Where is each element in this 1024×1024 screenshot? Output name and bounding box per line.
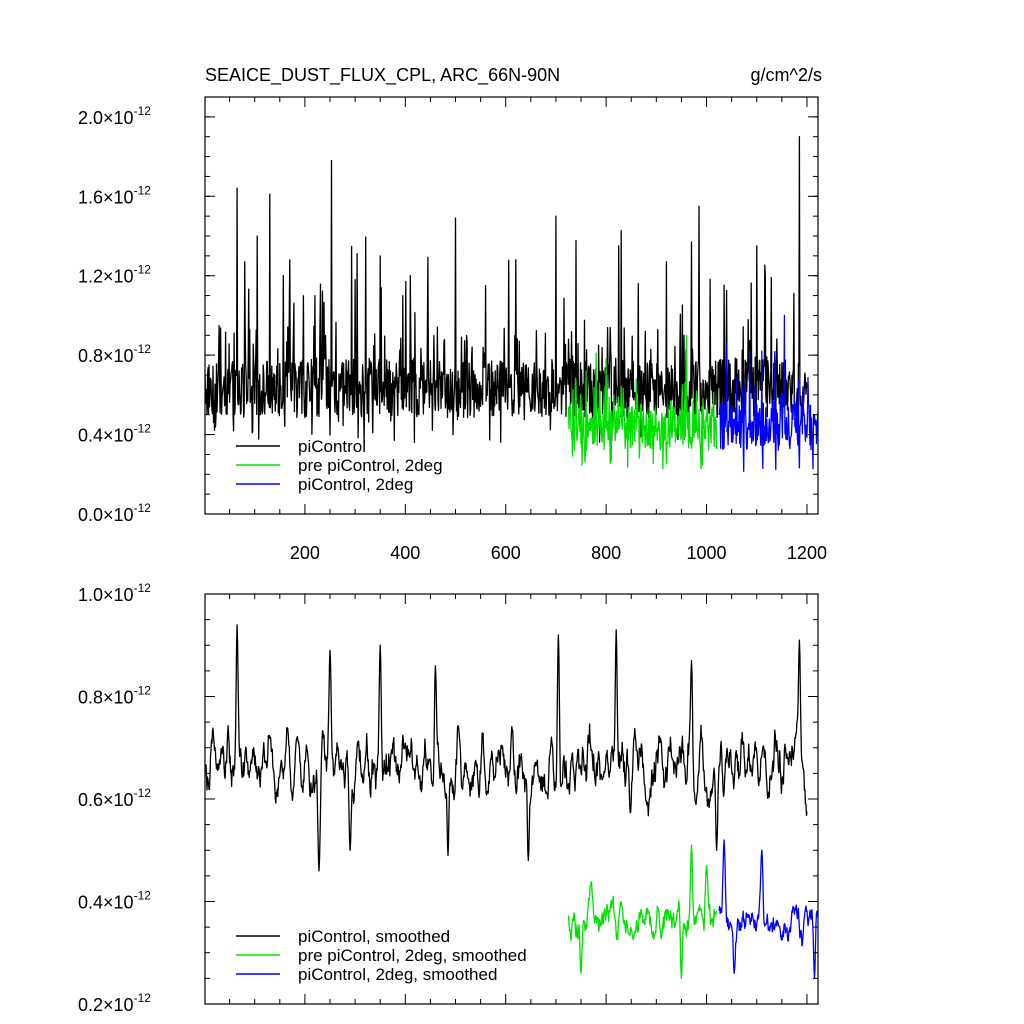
y-tick-label: 0.8×10-12	[78, 684, 151, 708]
series-line-1	[204, 136, 808, 445]
chart-units: g/cm^2/s	[751, 65, 822, 85]
legend-label: piControl	[298, 437, 366, 456]
y-tick-label: 1.0×10-12	[78, 581, 151, 605]
y-tick-label: 0.4×10-12	[78, 889, 151, 913]
series-line-3	[718, 314, 819, 472]
x-tick-label: 1200	[787, 543, 827, 563]
bottom-plot-frame	[204, 593, 819, 1005]
y-tick-label: 0.4×10-12	[78, 422, 151, 446]
legend-label: piControl, 2deg, smoothed	[298, 965, 497, 984]
x-tick-label: 400	[390, 543, 420, 563]
y-tick-label: 0.8×10-12	[78, 342, 151, 366]
legend-label: piControl, 2deg	[298, 475, 413, 494]
y-tick-label: 0.2×10-12	[78, 991, 151, 1015]
series-line-2	[567, 334, 718, 470]
y-tick-label: 2.0×10-12	[78, 104, 151, 128]
y-tick-label: 1.6×10-12	[78, 183, 151, 207]
y-tick-label: 1.2×10-12	[78, 263, 151, 287]
series-line-2	[567, 844, 718, 980]
legend-label: piControl, smoothed	[298, 927, 450, 946]
y-tick-label: 0.0×10-12	[78, 501, 151, 525]
x-tick-label: 1000	[687, 543, 727, 563]
x-tick-label: 600	[491, 543, 521, 563]
top-chart: SEAICE_DUST_FLUX_CPL, ARC_66N-90N g/cm^2…	[78, 65, 827, 563]
series-line-3	[718, 839, 819, 980]
y-tick-label: 0.6×10-12	[78, 786, 151, 810]
x-tick-label: 800	[591, 543, 621, 563]
top-plot-frame	[204, 96, 819, 515]
legend-label: pre piControl, 2deg, smoothed	[298, 946, 527, 965]
x-tick-label: 200	[290, 543, 320, 563]
bottom-chart: 0.2×10-12 0.4×10-12 0.6×10-12 0.8×10-12 1.0×…	[78, 581, 819, 1015]
series-line-1	[204, 624, 808, 872]
legend-label: pre piControl, 2deg	[298, 456, 443, 475]
chart-title: SEAICE_DUST_FLUX_CPL, ARC_66N-90N	[205, 65, 560, 86]
